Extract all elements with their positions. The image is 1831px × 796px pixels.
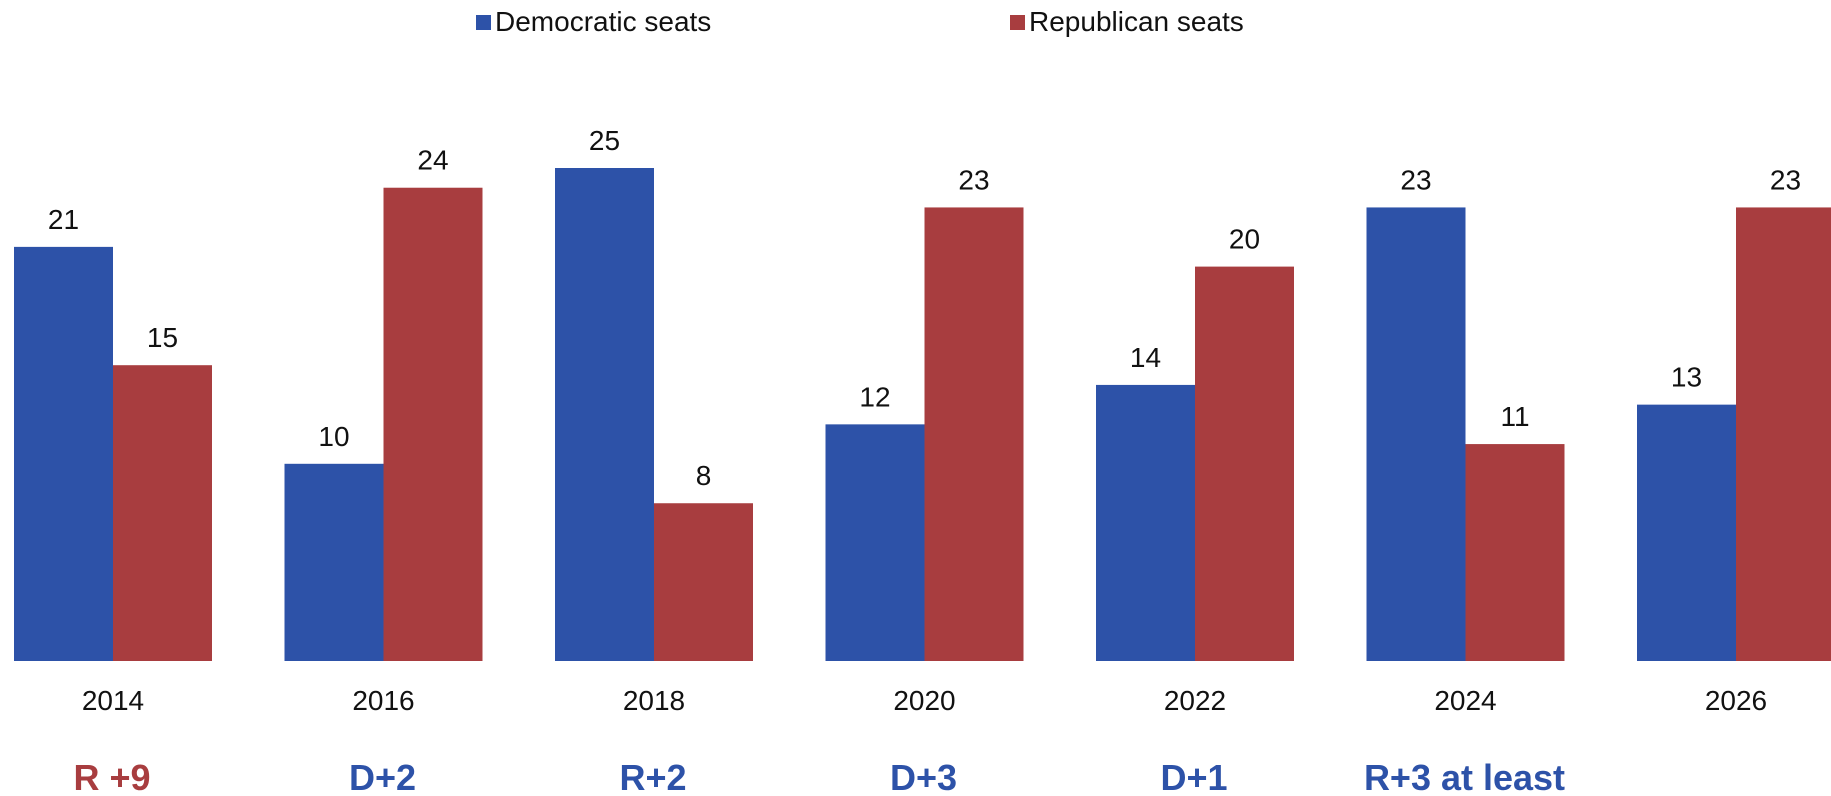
bar-republican-2016 [383, 187, 483, 661]
x-tick-label-2014: 2014 [82, 685, 144, 716]
net-change-label-2020: D+3 [890, 757, 957, 796]
x-tick-label-2026: 2026 [1705, 685, 1767, 716]
x-tick-label-2024: 2024 [1434, 685, 1496, 716]
bar-democratic-2018 [555, 168, 654, 661]
data-label-democratic-2016: 10 [318, 421, 349, 452]
bar-republican-2020 [924, 207, 1024, 661]
data-label-republican-2026: 23 [1770, 164, 1801, 195]
x-tick-label-2022: 2022 [1164, 685, 1226, 716]
bar-democratic-2014 [14, 246, 113, 661]
net-change-label-2018: R+2 [619, 757, 686, 796]
data-label-democratic-2022: 14 [1130, 342, 1161, 373]
data-label-republican-2022: 20 [1229, 224, 1260, 255]
legend-item-republican: Republican seats [1010, 6, 1244, 38]
x-tick-label-2020: 2020 [893, 685, 955, 716]
data-label-democratic-2026: 13 [1671, 362, 1702, 393]
net-change-label-2024: R+3 at least [1364, 757, 1565, 796]
legend-item-democratic: Democratic seats [476, 6, 711, 38]
x-tick-label-2018: 2018 [623, 685, 685, 716]
data-label-republican-2018: 8 [696, 460, 712, 491]
data-label-republican-2024: 11 [1500, 401, 1529, 432]
legend-label-republican: Republican seats [1029, 6, 1244, 37]
bar-republican-2018 [654, 503, 753, 661]
legend-swatch-republican [1010, 14, 1025, 30]
bar-democratic-2022 [1096, 384, 1195, 661]
net-change-label-2014: R +9 [73, 757, 150, 796]
net-change-label-2016: D+2 [349, 757, 416, 796]
bar-republican-2024 [1465, 444, 1565, 661]
bar-republican-2026 [1736, 207, 1831, 661]
data-label-republican-2020: 23 [958, 164, 989, 195]
bar-democratic-2016 [284, 463, 384, 661]
chart-legend: Democratic seats Republican seats [0, 6, 1831, 46]
bar-democratic-2026 [1637, 404, 1736, 661]
data-label-democratic-2020: 12 [859, 381, 890, 412]
data-label-democratic-2014: 21 [48, 204, 79, 235]
bar-democratic-2024 [1366, 207, 1466, 661]
data-label-democratic-2024: 23 [1400, 164, 1431, 195]
data-label-democratic-2018: 25 [589, 125, 620, 156]
bar-republican-2014 [113, 365, 212, 661]
bar-republican-2022 [1195, 266, 1294, 661]
legend-label-democratic: Democratic seats [495, 6, 712, 37]
data-label-republican-2016: 24 [417, 145, 448, 176]
legend-swatch-democratic [476, 14, 491, 30]
x-tick-label-2016: 2016 [352, 685, 414, 716]
data-label-republican-2014: 15 [147, 322, 178, 353]
net-change-label-2022: D+1 [1160, 757, 1227, 796]
bar-democratic-2020 [825, 424, 925, 661]
